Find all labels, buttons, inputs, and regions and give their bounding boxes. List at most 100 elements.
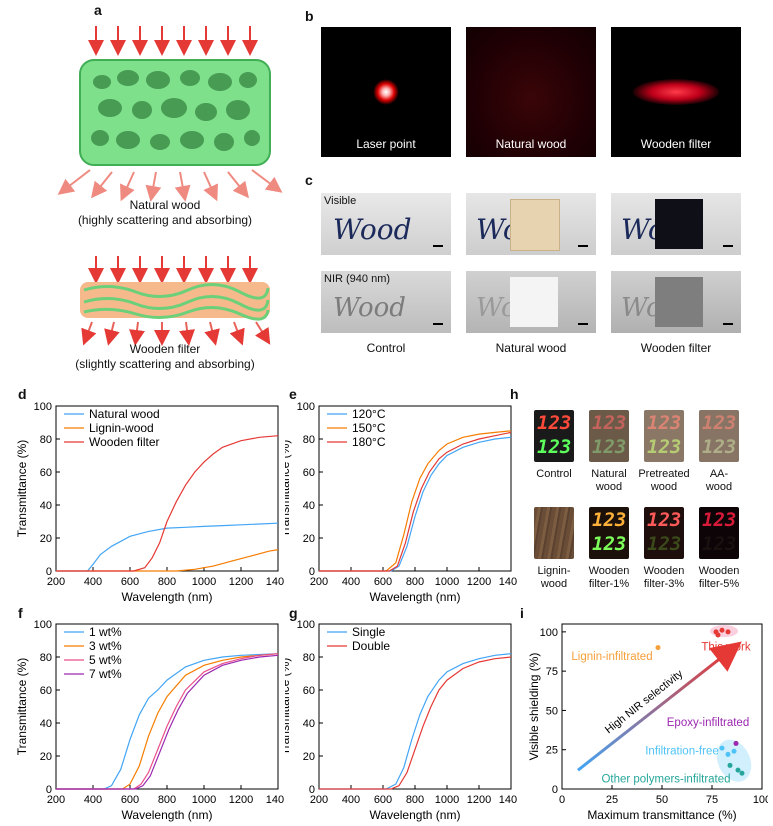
- legend-label: Natural wood: [89, 407, 160, 421]
- led-tile-caption: Control: [536, 468, 572, 480]
- scatter-point: [725, 629, 731, 635]
- wooden-filter-caption: Wooden filter: [129, 342, 201, 356]
- legend-label: Single: [352, 625, 386, 639]
- laser-point-photo: Laser point: [321, 27, 451, 157]
- panel-label-a: a: [94, 2, 102, 18]
- y-tick-label: 100: [34, 619, 52, 631]
- x-tick-label: 0: [559, 794, 565, 806]
- led-tile: 123 123: [589, 410, 629, 462]
- panel-label-e: e: [289, 386, 297, 402]
- y-tick-label: 25: [546, 745, 558, 757]
- led-tile-caption: Wooden filter-1%: [588, 565, 630, 590]
- natural-wood-block: [79, 59, 271, 166]
- scattered-light-arrows: [57, 169, 283, 202]
- panel-label-f: f: [18, 605, 23, 621]
- visible-label: Visible: [324, 195, 357, 207]
- legend-label: Lignin-wood: [89, 421, 154, 435]
- led-digits-bottom: 123: [592, 533, 627, 555]
- y-axis-label: Transmittance (%): [15, 440, 29, 538]
- series-line: [56, 435, 279, 572]
- y-tick-label: 100: [297, 619, 315, 631]
- series-line: [56, 549, 279, 572]
- y-axis-label: Visible shielding (%): [528, 653, 541, 761]
- y-axis-label: Transmittance (%): [15, 658, 29, 756]
- x-tick-label: 200: [47, 794, 65, 806]
- wooden-filter-photo-caption: Wooden filter: [640, 341, 712, 355]
- y-tick-label: 0: [309, 784, 315, 796]
- incident-light-arrows: [88, 26, 258, 56]
- x-tick-label: 1200: [467, 576, 491, 588]
- x-tick-label: 800: [158, 576, 176, 588]
- x-tick-label: 400: [84, 794, 102, 806]
- natural-wood-laser-caption: Natural wood: [495, 137, 567, 151]
- legend-label: 150°C: [352, 421, 386, 435]
- laser-point-caption: Laser point: [356, 137, 416, 151]
- filter-incident-arrows: [88, 256, 258, 284]
- wood-structure-schematic: [57, 26, 283, 346]
- y-tick-label: 0: [552, 784, 558, 796]
- legend-label: 3 wt%: [89, 639, 122, 653]
- legend-label: 180°C: [352, 435, 386, 449]
- x-tick-label: 25: [606, 794, 618, 806]
- scatter-point: [655, 645, 661, 651]
- nir-natural-wood-photo: Wood: [466, 271, 596, 333]
- led-tile-caption: Pretreated wood: [638, 468, 690, 493]
- legend-label: Wooden filter: [89, 435, 159, 449]
- x-tick-label: 400: [342, 794, 360, 806]
- y-tick-label: 75: [546, 666, 558, 678]
- selectivity-arrow: [577, 641, 742, 772]
- wooden-filter-block: [80, 282, 270, 321]
- x-tick-label: 75: [706, 794, 718, 806]
- series-line: [56, 522, 279, 572]
- word-nir-control: Wood: [333, 293, 406, 323]
- led-tile-caption: AA-wood: [705, 468, 733, 493]
- visible-wooden-filter-photo: Wood: [611, 193, 741, 255]
- x-axis-label: Maximum transmittance (%): [587, 808, 736, 822]
- y-tick-label: 20: [40, 533, 52, 545]
- series-line: [56, 653, 279, 790]
- word-visible-control: Wood: [333, 213, 412, 246]
- y-tick-label: 40: [40, 718, 52, 730]
- series-line: [319, 431, 512, 572]
- led-digits-bottom: 123: [647, 436, 682, 458]
- panel-label-i: i: [520, 605, 524, 621]
- scatter-point: [719, 745, 725, 751]
- x-tick-label: 1000: [435, 794, 459, 806]
- natural-wood-laser-photo: Natural wood: [466, 27, 596, 157]
- x-tick-label: 600: [121, 794, 139, 806]
- x-tick-label: 800: [406, 576, 424, 588]
- series-line: [56, 654, 279, 790]
- led-tile-caption: Natural wood: [591, 468, 627, 493]
- x-tick-label: 1200: [467, 794, 491, 806]
- led-tile: 123 123: [699, 507, 739, 559]
- y-tick-label: 60: [303, 467, 315, 479]
- led-digits-bottom: 123: [702, 436, 737, 458]
- x-tick-label: 200: [310, 576, 328, 588]
- y-tick-label: 100: [297, 401, 315, 413]
- plot-frame: [318, 405, 512, 572]
- group-label: Epoxy-infiltrated: [667, 717, 749, 729]
- y-tick-label: 40: [303, 718, 315, 730]
- x-tick-label: 200: [47, 576, 65, 588]
- group-label: Other polymers-infiltrated: [601, 774, 730, 786]
- led-digits-bottom: 123: [647, 533, 682, 555]
- wooden-filter-laser-caption: Wooden filter: [640, 137, 712, 151]
- y-tick-label: 60: [40, 467, 52, 479]
- group-label: Infiltration-free: [645, 745, 719, 757]
- x-tick-label: 200: [310, 794, 328, 806]
- panel-label-c: c: [305, 172, 313, 188]
- y-tick-label: 40: [303, 500, 315, 512]
- series-line: [319, 430, 512, 572]
- led-tile: 123 123: [534, 410, 574, 462]
- led-tile: 123 123: [589, 507, 629, 559]
- wooden-filter-subcaption: (slightly scattering and absorbing): [75, 357, 255, 371]
- y-axis-label: Transmittance (%): [285, 658, 292, 756]
- legend-label: Double: [352, 639, 390, 653]
- scatter-point: [739, 770, 745, 776]
- x-tick-label: 800: [406, 794, 424, 806]
- x-tick-label: 600: [374, 794, 392, 806]
- group-label: This work: [701, 642, 750, 654]
- nir-label: NIR (940 nm): [324, 273, 391, 285]
